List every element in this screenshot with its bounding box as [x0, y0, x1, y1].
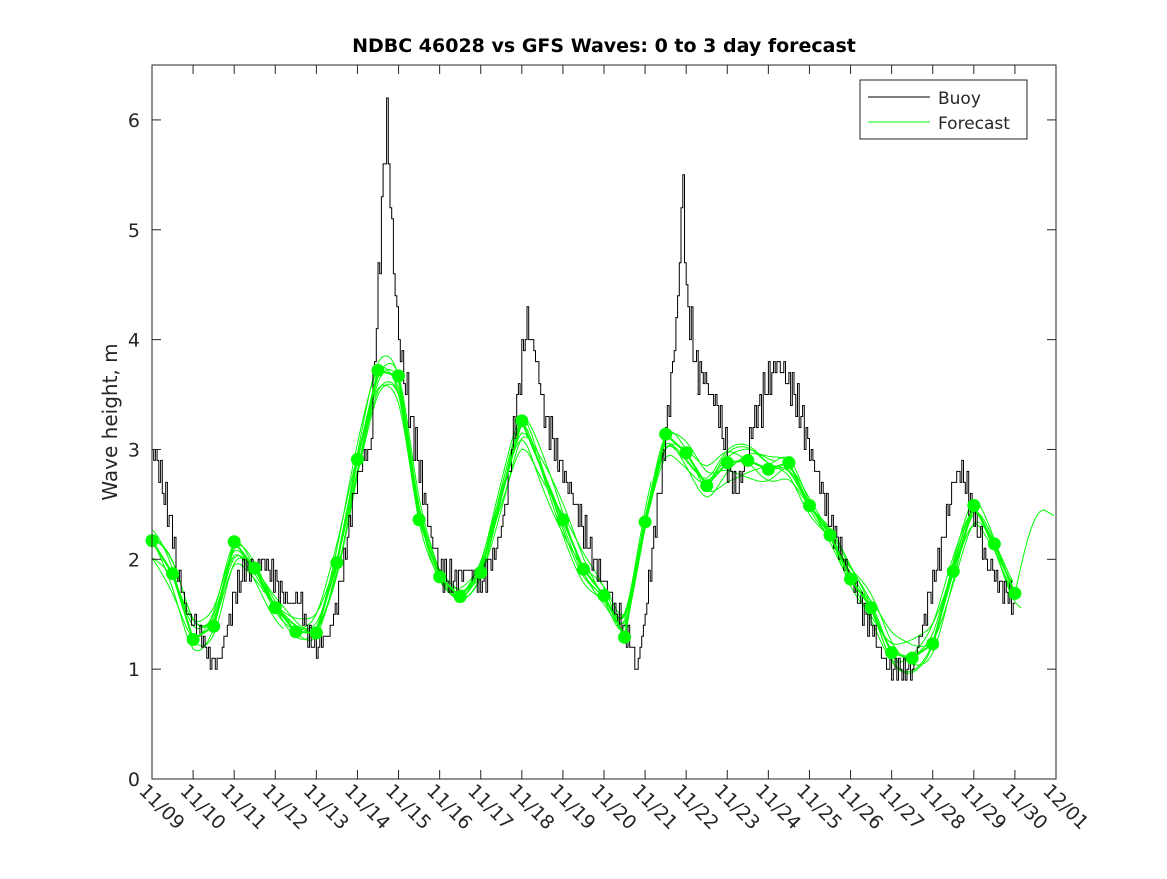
x-tick-label: 11/13: [299, 780, 353, 834]
forecast-point: [453, 590, 467, 604]
forecast-point: [392, 369, 406, 383]
forecast-point: [1008, 586, 1022, 600]
x-tick-label: 11/20: [586, 780, 640, 834]
y-tick-label: 4: [128, 330, 140, 352]
y-tick-label: 2: [128, 549, 140, 571]
x-tick-label: 11/29: [956, 780, 1010, 834]
y-tick-label: 5: [128, 220, 140, 242]
forecast-point: [515, 414, 529, 428]
x-tick-label: 11/22: [669, 780, 723, 834]
forecast-point: [556, 513, 570, 527]
legend-buoy-label: Buoy: [938, 89, 981, 109]
y-tick-label: 3: [128, 439, 140, 461]
legend-forecast-label: Forecast: [938, 114, 1010, 134]
legend: Buoy Forecast: [859, 79, 1028, 140]
x-tick-label: 11/24: [751, 780, 805, 834]
forecast-point: [268, 601, 282, 615]
forecast-point: [186, 632, 200, 646]
forecast-point: [638, 515, 652, 529]
x-tick-label: 11/18: [504, 780, 558, 834]
forecast-point: [946, 564, 960, 578]
forecast-point: [433, 570, 447, 584]
forecast-point: [166, 567, 180, 581]
forecast-point: [864, 601, 878, 615]
y-tick-label: 1: [128, 659, 140, 681]
x-tick-label: 11/26: [833, 780, 887, 834]
forecast-point: [823, 528, 837, 542]
x-tick-label: 11/09: [134, 780, 188, 834]
forecast-point: [987, 537, 1001, 551]
forecast-point: [844, 572, 858, 586]
x-tick-label: 11/14: [340, 780, 394, 834]
forecast-point: [905, 651, 919, 665]
forecast-point: [720, 456, 734, 470]
buoy-line: [152, 97, 1015, 681]
x-tick-label: 11/25: [792, 780, 846, 834]
legend-box: [859, 79, 1028, 140]
forecast-point: [289, 625, 303, 639]
forecast-point: [659, 427, 673, 441]
x-tick-label: 11/16: [422, 780, 476, 834]
y-tick-label: 6: [128, 110, 140, 132]
y-tick-label: 0: [128, 769, 140, 791]
x-tick-label: 11/28: [915, 780, 969, 834]
forecast-point: [227, 535, 241, 549]
forecast-point: [207, 619, 221, 633]
forecast-point: [248, 561, 262, 575]
forecast-tail-line: [1014, 509, 1055, 594]
x-tick-label: 11/17: [463, 780, 517, 834]
forecast-point: [782, 456, 796, 470]
chart-title: NDBC 46028 vs GFS Waves: 0 to 3 day fore…: [352, 35, 856, 57]
plot-area: [152, 65, 1056, 779]
x-tick-label: 11/19: [545, 780, 599, 834]
forecast-point: [371, 363, 385, 377]
forecast-point: [330, 556, 344, 570]
forecast-point: [761, 462, 775, 476]
x-tick-label: 11/23: [710, 780, 764, 834]
forecast-point: [679, 446, 693, 460]
forecast-point: [576, 562, 590, 576]
x-tick-label: 11/27: [874, 780, 928, 834]
forecast-point: [802, 498, 816, 512]
x-tick-label: 11/15: [381, 780, 435, 834]
x-tick-label: 11/21: [628, 780, 682, 834]
forecast-point: [618, 630, 632, 644]
forecast-point: [741, 453, 755, 467]
forecast-point: [350, 452, 364, 466]
x-tick-label: 12/01: [1038, 780, 1092, 834]
x-tick-label: 11/30: [997, 780, 1051, 834]
y-axis-label: Wave height, m: [98, 343, 122, 500]
forecast-point: [474, 565, 488, 579]
forecast-point: [309, 626, 323, 640]
forecast-point: [412, 513, 426, 527]
forecast-point: [885, 646, 899, 660]
x-tick-label: 11/12: [258, 780, 312, 834]
x-tick-label: 11/10: [176, 780, 230, 834]
forecast-point: [597, 589, 611, 603]
forecast-point: [926, 637, 940, 651]
forecast-point: [700, 479, 714, 493]
forecast-point: [967, 498, 981, 512]
x-tick-label: 11/11: [217, 780, 271, 834]
